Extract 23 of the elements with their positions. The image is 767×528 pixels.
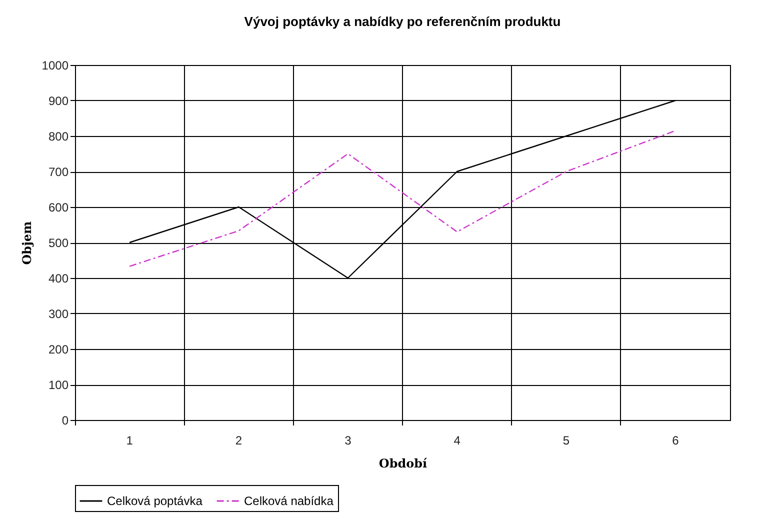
y-tick-label: 1000 [42,58,69,72]
x-tick-label: 3 [344,434,352,448]
line-series [128,130,676,267]
x-tick-label: 1 [126,434,134,448]
chart-title: Vývoj poptávky a nabídky po referenčním produktu [244,14,561,29]
y-tick-label: 200 [48,342,69,356]
legend-label: Celková poptávka [107,494,203,508]
y-tick-label: 700 [48,165,69,179]
y-axis-title: Objem [20,220,34,265]
y-tick-label: 900 [48,94,69,108]
y-tick-label: 600 [48,200,69,214]
x-tick-label: 6 [672,434,680,448]
y-tick-label: 400 [48,272,69,286]
y-tick-label: 300 [48,307,69,321]
y-tick-label: 100 [48,378,69,392]
y-tick-label: 800 [48,130,69,144]
x-tick-label: 5 [562,434,570,448]
y-tick-label: 0 [62,414,69,428]
y-tick-label: 500 [48,236,69,250]
x-tick-label: 2 [235,434,242,448]
x-axis-title: Období [378,456,428,470]
x-tick-label: 4 [454,434,461,448]
legend-label: Celková nabídka [244,494,334,508]
